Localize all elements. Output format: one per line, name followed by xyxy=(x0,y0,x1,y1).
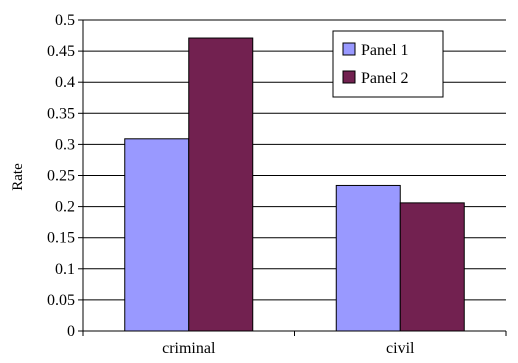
y-tick-label: 0.45 xyxy=(47,43,75,60)
bar-civil-series-1 xyxy=(335,184,401,332)
y-tick-label: 0.25 xyxy=(47,168,75,185)
y-tick-label: 0.4 xyxy=(55,74,75,91)
y-tick-label: 0.2 xyxy=(55,199,75,216)
legend-label: Panel 2 xyxy=(361,70,409,87)
legend-swatch xyxy=(342,70,356,84)
y-tick-labels: 0 0.05 0.1 0.15 0.2 0.25 0.3 0.35 0.4 0.45 0.5 xyxy=(47,12,75,340)
legend-box xyxy=(332,30,444,98)
y-tick-label: 0 xyxy=(67,323,75,340)
axes xyxy=(82,20,507,336)
y-tick-label: 0.35 xyxy=(47,105,75,122)
y-tick-label: 0.5 xyxy=(55,12,75,29)
bar-criminal-series-1 xyxy=(124,138,190,332)
legend-label: Panel 1 xyxy=(361,42,409,59)
y-tick-label: 0.3 xyxy=(55,136,75,153)
x-tick-labels: criminal civil xyxy=(162,340,415,357)
y-tick-label: 0.1 xyxy=(55,261,75,278)
legend: Panel 1 Panel 2 xyxy=(332,30,444,98)
bars xyxy=(124,37,465,332)
y-tick-label: 0.15 xyxy=(47,230,75,247)
y-axis-label: Rate xyxy=(10,163,26,191)
bar-civil-series-2 xyxy=(399,202,465,332)
bar-criminal-series-2 xyxy=(188,37,254,332)
legend-swatch xyxy=(342,42,356,56)
x-tick-label: criminal xyxy=(162,340,216,357)
y-tick-label: 0.05 xyxy=(47,292,75,309)
x-tick-label: civil xyxy=(386,340,415,357)
